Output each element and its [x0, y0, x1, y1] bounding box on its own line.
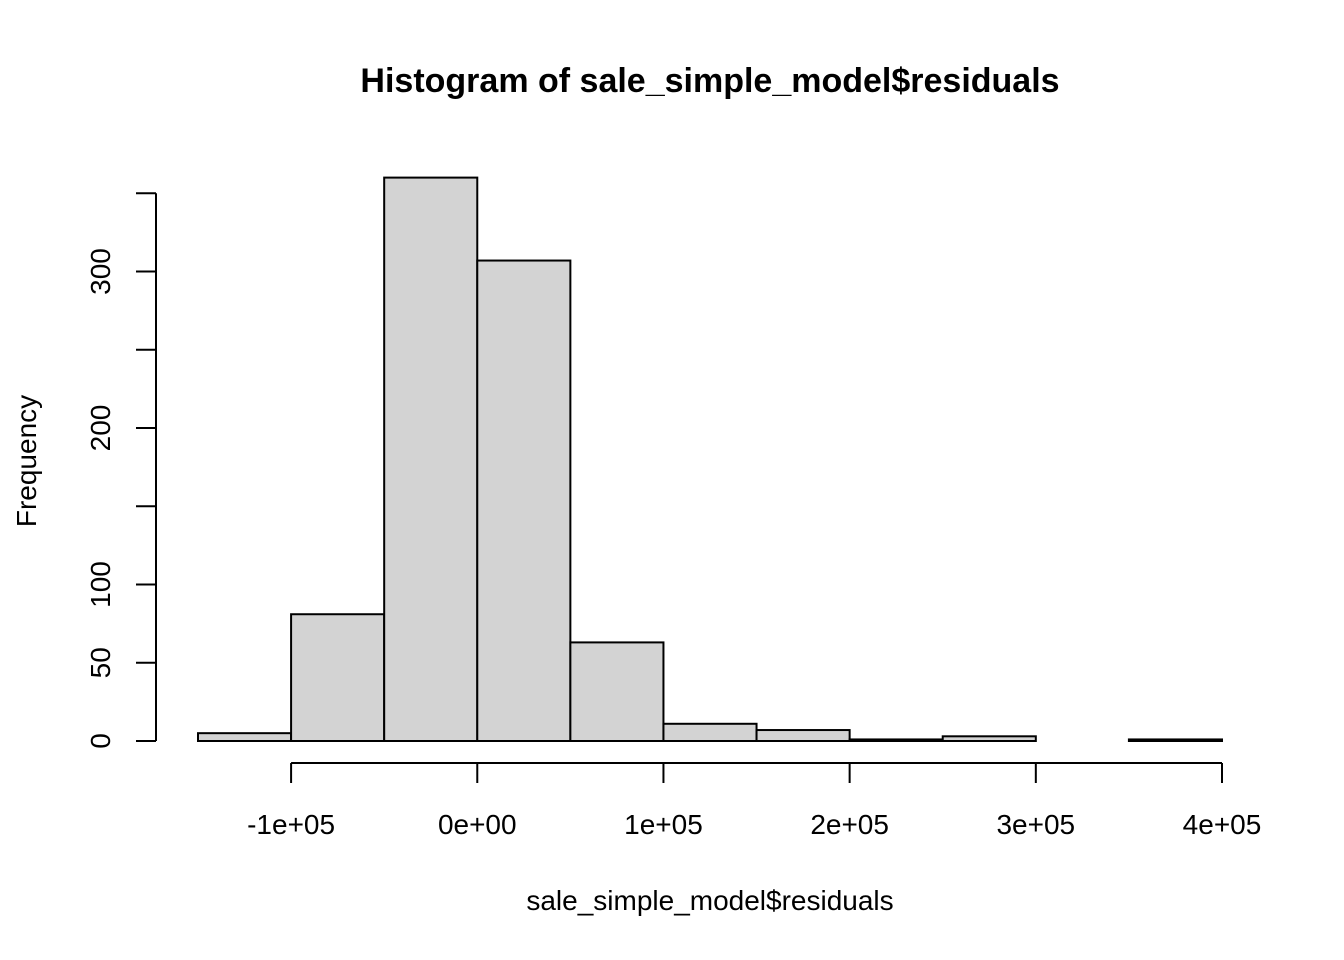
histogram-bar-1	[290, 613, 386, 742]
x-tick-label-1: 0e+00	[438, 809, 517, 840]
bars-group	[197, 176, 1223, 743]
y-tick-label-1: 50	[85, 647, 116, 678]
histogram-bar-4	[569, 641, 665, 743]
histogram-bar-0	[197, 732, 293, 742]
x-axis: -1e+05 0e+00 1e+05 2e+05 3e+05 4e+05	[247, 762, 1262, 840]
chart-title: Histogram of sale_simple_model$residuals	[360, 62, 1059, 100]
x-tick-label-2: 1e+05	[624, 809, 703, 840]
y-tick-label-4: 200	[85, 405, 116, 452]
y-axis: 0 50 100 200 300	[85, 192, 157, 749]
y-tick-label-0: 0	[85, 733, 116, 749]
x-tick-label-0: -1e+05	[247, 809, 335, 840]
histogram-bar-3	[476, 259, 572, 742]
y-tick-label-2: 100	[85, 561, 116, 608]
histogram-bar-5	[662, 722, 758, 742]
histogram-bar-2	[383, 176, 479, 743]
x-axis-label: sale_simple_model$residuals	[526, 885, 893, 916]
histogram-bar-10	[1127, 738, 1223, 742]
y-axis-label: Frequency	[11, 395, 42, 527]
histogram-bar-6	[755, 729, 851, 742]
x-tick-label-5: 4e+05	[1183, 809, 1262, 840]
histogram-bar-8	[941, 735, 1037, 742]
y-tick-label-6: 300	[85, 248, 116, 295]
x-tick-label-4: 3e+05	[996, 809, 1075, 840]
histogram-bar-7	[848, 738, 944, 742]
x-tick-label-3: 2e+05	[810, 809, 889, 840]
